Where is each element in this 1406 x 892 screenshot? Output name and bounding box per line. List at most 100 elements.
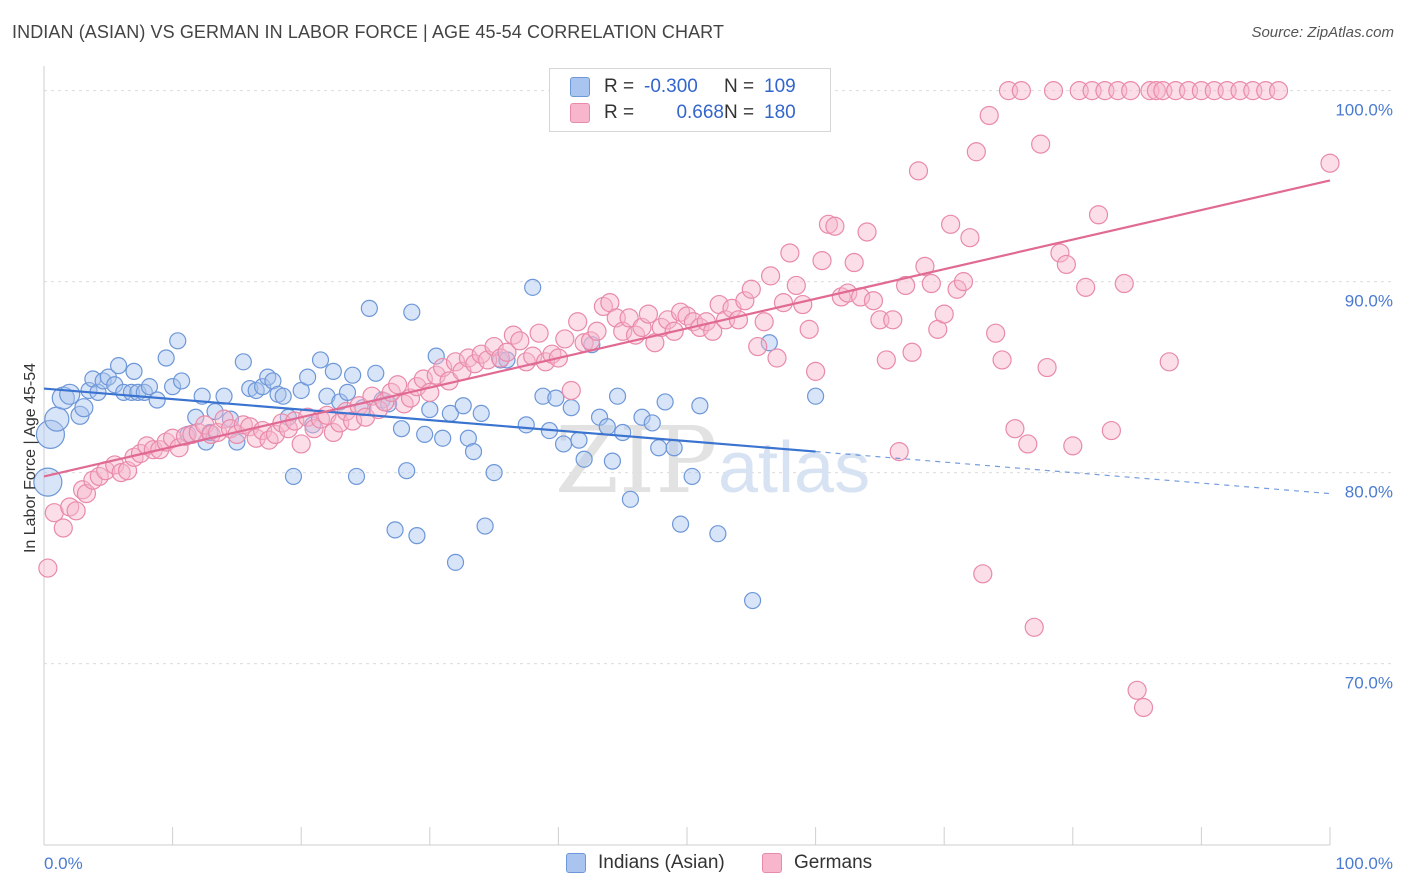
data-point [291, 434, 311, 454]
data-point [953, 272, 974, 292]
data-point [896, 275, 916, 296]
data-point [33, 467, 63, 497]
tick-labels: 100.0% 90.0% 80.0% 70.0% 0.0% 100.0% [44, 101, 1393, 873]
data-point [66, 501, 86, 521]
data-point [656, 393, 674, 411]
data-point [1121, 81, 1141, 101]
y-tick-label: 70.0% [1345, 674, 1393, 693]
bottom-legend-label-germans: Germans [794, 852, 873, 873]
data-point [941, 214, 961, 234]
data-point [915, 256, 935, 276]
data-point [445, 352, 466, 372]
data-point [857, 222, 877, 242]
data-point [889, 441, 909, 462]
data-point [992, 350, 1012, 370]
data-point [665, 439, 683, 457]
data-point [234, 353, 252, 371]
data-point [392, 420, 411, 438]
legend-n-value: 109 [764, 76, 796, 97]
data-point [598, 418, 616, 436]
legend-swatch-indians [570, 77, 590, 97]
data-point [1114, 273, 1134, 294]
data-point [587, 321, 607, 341]
data-point [44, 406, 70, 432]
data-point [773, 293, 794, 313]
data-point [254, 378, 272, 396]
data-point [485, 463, 503, 482]
data-point [344, 366, 362, 384]
data-point [786, 275, 806, 296]
data-point [934, 304, 954, 324]
watermark-zip: ZIP [555, 407, 717, 514]
data-point [1043, 81, 1064, 101]
data-point [148, 391, 166, 409]
trend-lines [43, 179, 1331, 495]
data-point [805, 361, 826, 381]
data-point [908, 161, 929, 181]
data-point [1050, 243, 1070, 263]
data-point [844, 252, 864, 273]
data-point [304, 419, 324, 439]
data-point [274, 387, 292, 405]
legend-row-germans: R = 0.668 N = 180 [570, 100, 796, 126]
axes [43, 66, 1331, 846]
data-point [650, 439, 668, 457]
data-point [284, 467, 303, 486]
data-point [1088, 205, 1109, 225]
data-point [570, 431, 588, 449]
data-point [748, 336, 768, 357]
data-point [534, 387, 552, 405]
data-point [575, 450, 593, 468]
data-point [497, 342, 517, 362]
data-point [228, 433, 246, 451]
data-point [947, 279, 967, 299]
data-point [966, 142, 986, 162]
data-point [760, 266, 781, 286]
data-point [421, 400, 439, 419]
data-point [173, 372, 191, 390]
data-point [608, 387, 627, 405]
data-point [241, 379, 259, 398]
data-point [1063, 436, 1083, 456]
data-point [323, 422, 343, 443]
data-point [973, 564, 993, 584]
data-point [398, 462, 416, 480]
data-point [1076, 277, 1096, 297]
series-germans [38, 81, 1340, 718]
data-point [812, 251, 832, 271]
data-point [157, 349, 175, 367]
x-tick-label: 100.0% [1335, 854, 1393, 873]
data-point [863, 291, 884, 311]
data-point [299, 368, 317, 386]
data-point [1320, 153, 1340, 173]
data-point [735, 291, 755, 311]
data-point [638, 304, 659, 324]
legend-r-label: R = [604, 102, 635, 123]
data-point [671, 515, 690, 533]
data-point [72, 480, 93, 500]
data-point [1011, 81, 1031, 101]
data-point [691, 397, 709, 415]
data-point [806, 387, 825, 405]
data-point [728, 310, 749, 330]
trend-line [43, 179, 1331, 478]
data-point [1268, 81, 1289, 101]
bottom-legend-germans: Germans [762, 852, 872, 874]
data-point [1024, 617, 1044, 637]
data-point [633, 408, 651, 426]
watermark-atlas: atlas [718, 428, 870, 508]
data-point [465, 354, 485, 374]
y-tick-label: 80.0% [1345, 483, 1393, 502]
data-point [603, 452, 622, 470]
trend-line-extension [815, 450, 1331, 495]
data-point [338, 383, 357, 401]
data-point [403, 303, 421, 321]
data-point [619, 308, 639, 328]
series-indians-asian [33, 278, 825, 610]
data-point [140, 378, 159, 396]
x-tick-label: 0.0% [44, 854, 83, 873]
data-point [621, 490, 640, 508]
data-point [562, 399, 580, 417]
data-point [561, 380, 581, 401]
data-point [614, 423, 632, 442]
